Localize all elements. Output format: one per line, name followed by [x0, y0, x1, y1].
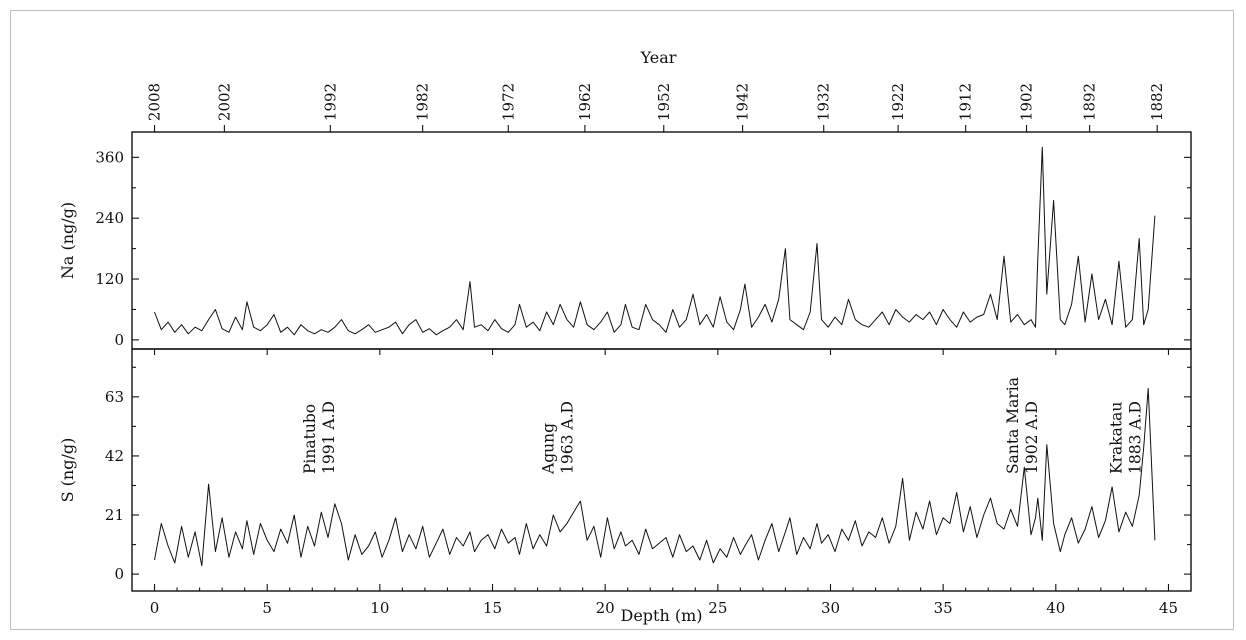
depth-tick-label: 0 [150, 599, 160, 617]
figure-frame: 0 5 10 15 20 25 30 35 40 45 2008 2002 1992 1982 1972 19… [10, 10, 1234, 630]
year-tick-label: 1942 [734, 83, 752, 121]
year-tick-label: 1972 [499, 83, 517, 121]
y-tick-label: 63 [105, 388, 124, 406]
depth-tick-label: 40 [1046, 599, 1065, 617]
depth-axis-label: Depth (m) [620, 606, 702, 625]
na-panel-frame [131, 131, 1192, 350]
depth-tick-label: 15 [483, 599, 502, 617]
y-tick-label: 21 [105, 506, 124, 524]
eruption-annotation-line: 1883 A.D [1126, 401, 1144, 474]
y-tick-label: 0 [114, 565, 124, 583]
s-series-line [154, 387, 1156, 567]
y-tick-label: 42 [105, 447, 124, 465]
year-tick-label: 2002 [215, 83, 233, 121]
year-tick-label: 1982 [414, 83, 432, 121]
s-panel-frame [131, 348, 1192, 592]
eruption-annotation-line: 1991 A.D [320, 401, 338, 474]
s-axis-label: S (ng/g) [58, 438, 77, 503]
na-axis-label: Na (ng/g) [58, 202, 77, 279]
depth-tick-label: 20 [596, 599, 615, 617]
year-tick-label: 1892 [1081, 83, 1099, 121]
y-tick-label: 240 [95, 209, 124, 227]
year-tick-label: 1992 [321, 83, 339, 121]
eruption-annotation-line: 1963 A.D [559, 401, 577, 474]
eruption-annotation-line: Krakatau [1107, 402, 1125, 474]
eruption-annotation: Agung 1963 A.D [540, 401, 577, 475]
year-tick-label: 1962 [576, 83, 594, 121]
year-tick-label: 1932 [815, 83, 833, 121]
eruption-annotation-line: 1902 A.D [1023, 401, 1041, 474]
na-series-line [154, 146, 1156, 336]
depth-tick-label: 30 [821, 599, 840, 617]
ice-core-chart: 0 5 10 15 20 25 30 35 40 45 2008 2002 1992 1982 1972 19… [58, 48, 1192, 625]
depth-tick-label: 45 [1159, 599, 1178, 617]
year-tick-label: 1902 [1018, 83, 1036, 121]
depth-tick-label: 10 [370, 599, 389, 617]
depth-tick-label: 25 [708, 599, 727, 617]
eruption-annotation-line: Santa Maria [1004, 377, 1022, 474]
eruption-annotation-line: Pinatubo [301, 404, 319, 474]
year-tick-label: 1922 [889, 83, 907, 121]
year-tick-label: 2008 [146, 83, 164, 121]
eruption-annotation: Santa Maria 1902 A.D [1004, 377, 1041, 474]
year-tick-label: 1912 [957, 83, 975, 121]
eruption-annotation-line: Agung [540, 423, 558, 475]
eruption-annotation: Pinatubo 1991 A.D [301, 401, 338, 474]
eruption-annotation: Krakatau 1883 A.D [1107, 401, 1144, 474]
y-tick-label: 360 [95, 148, 124, 166]
depth-tick-label: 5 [262, 599, 272, 617]
y-tick-label: 0 [114, 331, 124, 349]
year-tick-label: 1952 [655, 83, 673, 121]
y-tick-label: 120 [95, 270, 124, 288]
depth-tick-label: 35 [934, 599, 953, 617]
year-axis-label: Year [640, 48, 677, 67]
year-tick-label: 1882 [1148, 83, 1166, 121]
